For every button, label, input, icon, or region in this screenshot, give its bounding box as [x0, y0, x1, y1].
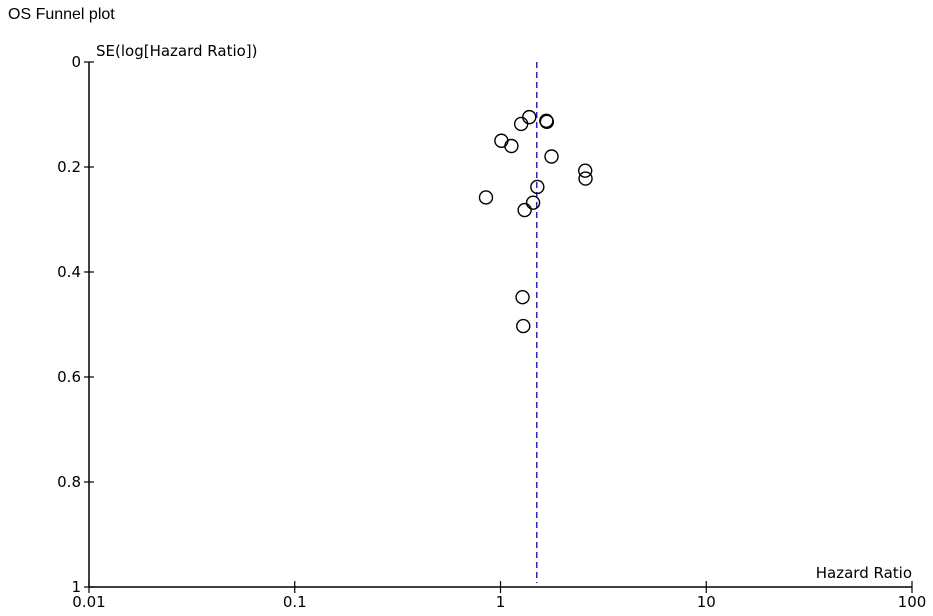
x-tick-label: 10: [697, 593, 716, 611]
points-group: [478, 109, 593, 334]
study-point: [577, 163, 593, 178]
y-tick-label: 1: [71, 578, 81, 596]
study-point: [513, 116, 529, 132]
x-tick-label: 0.1: [283, 593, 307, 611]
page-title: OS Funnel plot: [8, 6, 115, 23]
y-tick-label: 0.6: [57, 368, 81, 386]
study-point: [494, 133, 509, 148]
study-point: [517, 202, 532, 218]
study-point: [504, 138, 519, 154]
y-tick-label: 0.4: [57, 263, 81, 281]
study-point: [522, 109, 537, 125]
study-point: [525, 195, 541, 210]
x-tick-label: 1: [496, 593, 506, 611]
axes: 00.20.40.60.810.01 0.1 1 10 100SE(log[Hazard…: [57, 42, 926, 611]
x-axis-title: Hazard Ratio: [816, 564, 912, 582]
y-tick-label: 0.8: [57, 473, 81, 491]
x-tick-label: 100: [898, 593, 927, 611]
study-point: [515, 290, 530, 305]
y-tick-label: 0.2: [57, 158, 81, 176]
y-axis-title: SE(log[Hazard Ratio]): [96, 42, 258, 60]
study-point: [530, 179, 545, 195]
study-point: [516, 318, 531, 334]
y-tick-label: 0: [71, 53, 81, 71]
x-tick-label: 0.01: [72, 593, 105, 611]
study-point: [478, 190, 494, 205]
study-point: [539, 114, 555, 130]
study-point: [578, 171, 593, 186]
study-point: [544, 149, 559, 164]
